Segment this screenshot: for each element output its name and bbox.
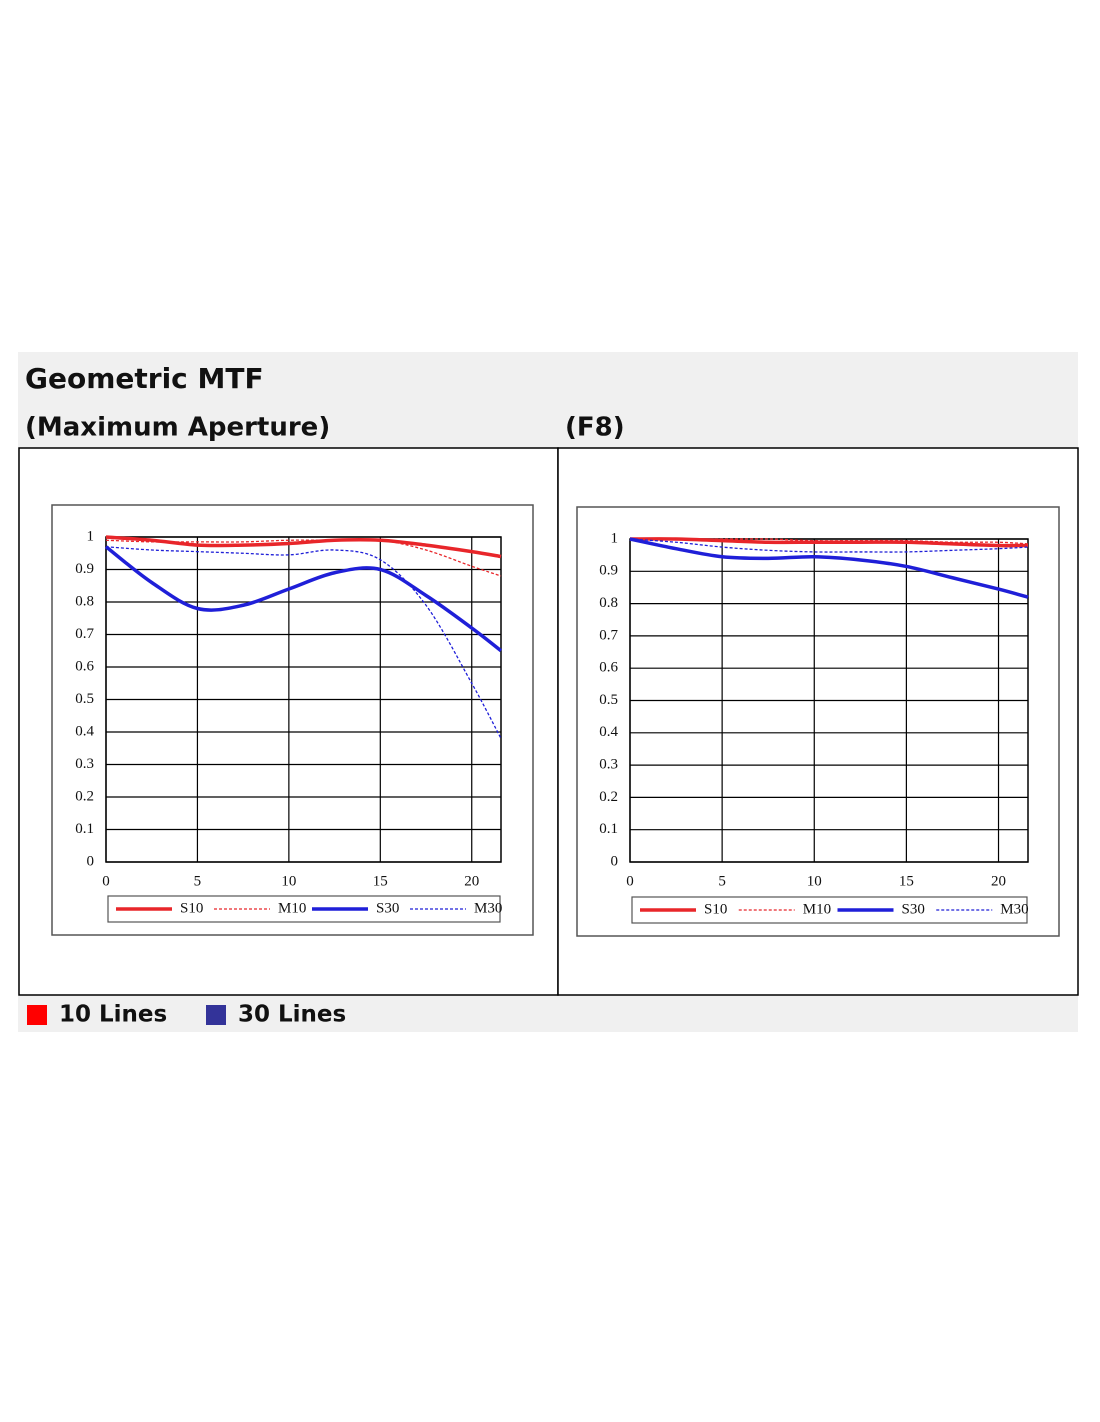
chart-frame — [51, 504, 534, 936]
y-tick-label: 0.4 — [75, 723, 94, 739]
y-tick-label: 0.8 — [599, 595, 618, 611]
mtf-line — [629, 538, 1029, 545]
y-tick-label: 0.2 — [75, 788, 94, 804]
y-tick-label: 0.3 — [599, 757, 618, 773]
y-tick-label: 0.2 — [599, 789, 618, 805]
mtf-line — [104, 545, 503, 653]
legend-label: S30 — [376, 900, 399, 916]
legend-label: S10 — [704, 901, 727, 917]
y-tick-label: 0.1 — [599, 821, 618, 837]
y-tick-label: 0.7 — [599, 627, 618, 643]
mtf-line — [629, 537, 1029, 548]
x-tick-label: 10 — [807, 873, 822, 889]
chart-title: (F8) — [565, 413, 625, 443]
mtf-line — [105, 538, 502, 577]
x-tick-label: 15 — [899, 873, 914, 889]
legend-label: M10 — [278, 900, 306, 916]
y-tick-label: 0.8 — [75, 593, 94, 609]
mtf-line — [105, 535, 502, 559]
legend-label: M30 — [1000, 901, 1028, 917]
y-tick-label: 0.4 — [599, 724, 618, 740]
y-tick-label: 0.9 — [75, 561, 94, 577]
legend-swatch — [27, 1005, 47, 1025]
chart-frame — [576, 506, 1060, 937]
y-tick-label: 1 — [87, 528, 95, 544]
y-tick-label: 0.1 — [75, 821, 94, 837]
y-tick-label: 0.5 — [75, 691, 94, 707]
x-tick-label: 15 — [373, 873, 388, 889]
y-tick-label: 1 — [611, 530, 619, 546]
legend-box — [107, 895, 501, 923]
page-title: Geometric MTF — [25, 362, 264, 395]
y-tick-label: 0.5 — [599, 692, 618, 708]
x-tick-label: 0 — [626, 873, 634, 889]
legend-label: S10 — [180, 900, 203, 916]
y-tick-label: 0.3 — [75, 756, 94, 772]
legend-label: 30 Lines — [238, 1002, 346, 1028]
mtf-line — [629, 538, 1029, 553]
y-tick-label: 0.9 — [599, 563, 618, 579]
mtf-line — [105, 546, 502, 739]
x-tick-label: 10 — [281, 873, 296, 889]
mtf-line — [629, 537, 1029, 599]
y-tick-label: 0 — [87, 853, 95, 869]
legend-swatch — [206, 1005, 226, 1025]
y-tick-label: 0.6 — [75, 658, 94, 674]
x-tick-label: 20 — [991, 873, 1006, 889]
legend-label: M30 — [474, 900, 502, 916]
y-tick-label: 0 — [611, 853, 619, 869]
x-tick-label: 20 — [464, 873, 479, 889]
plot-border — [629, 538, 1029, 863]
y-tick-label: 0.7 — [75, 626, 94, 642]
x-tick-label: 0 — [102, 873, 110, 889]
y-tick-label: 0.6 — [599, 660, 618, 676]
plot-border — [105, 536, 502, 863]
x-tick-label: 5 — [718, 873, 726, 889]
legend-label: 10 Lines — [59, 1002, 167, 1028]
legend-label: S30 — [902, 901, 925, 917]
legend-box — [631, 896, 1028, 924]
chart-title: (Maximum Aperture) — [25, 413, 330, 443]
x-tick-label: 5 — [194, 873, 202, 889]
legend-label: M10 — [803, 901, 831, 917]
